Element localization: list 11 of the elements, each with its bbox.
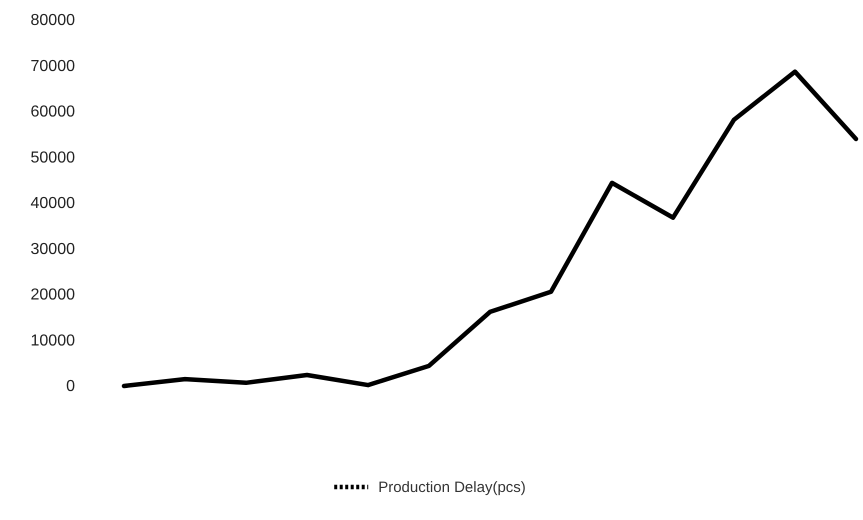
y-tick-label: 30000 (30, 240, 76, 258)
y-tick-label: 20000 (30, 286, 76, 304)
y-tick-label: 10000 (30, 332, 76, 350)
y-tick-label: 40000 (30, 195, 76, 212)
y-tick-label: 80000 (30, 12, 76, 30)
legend-label: Production Delay(pcs) (378, 479, 526, 496)
y-tick-label: 70000 (30, 58, 76, 75)
line-series (122, 69, 858, 388)
y-tick-label: 50000 (30, 149, 76, 166)
y-tick-label: 60000 (30, 104, 76, 121)
y-tick-label: 0 (66, 378, 76, 396)
